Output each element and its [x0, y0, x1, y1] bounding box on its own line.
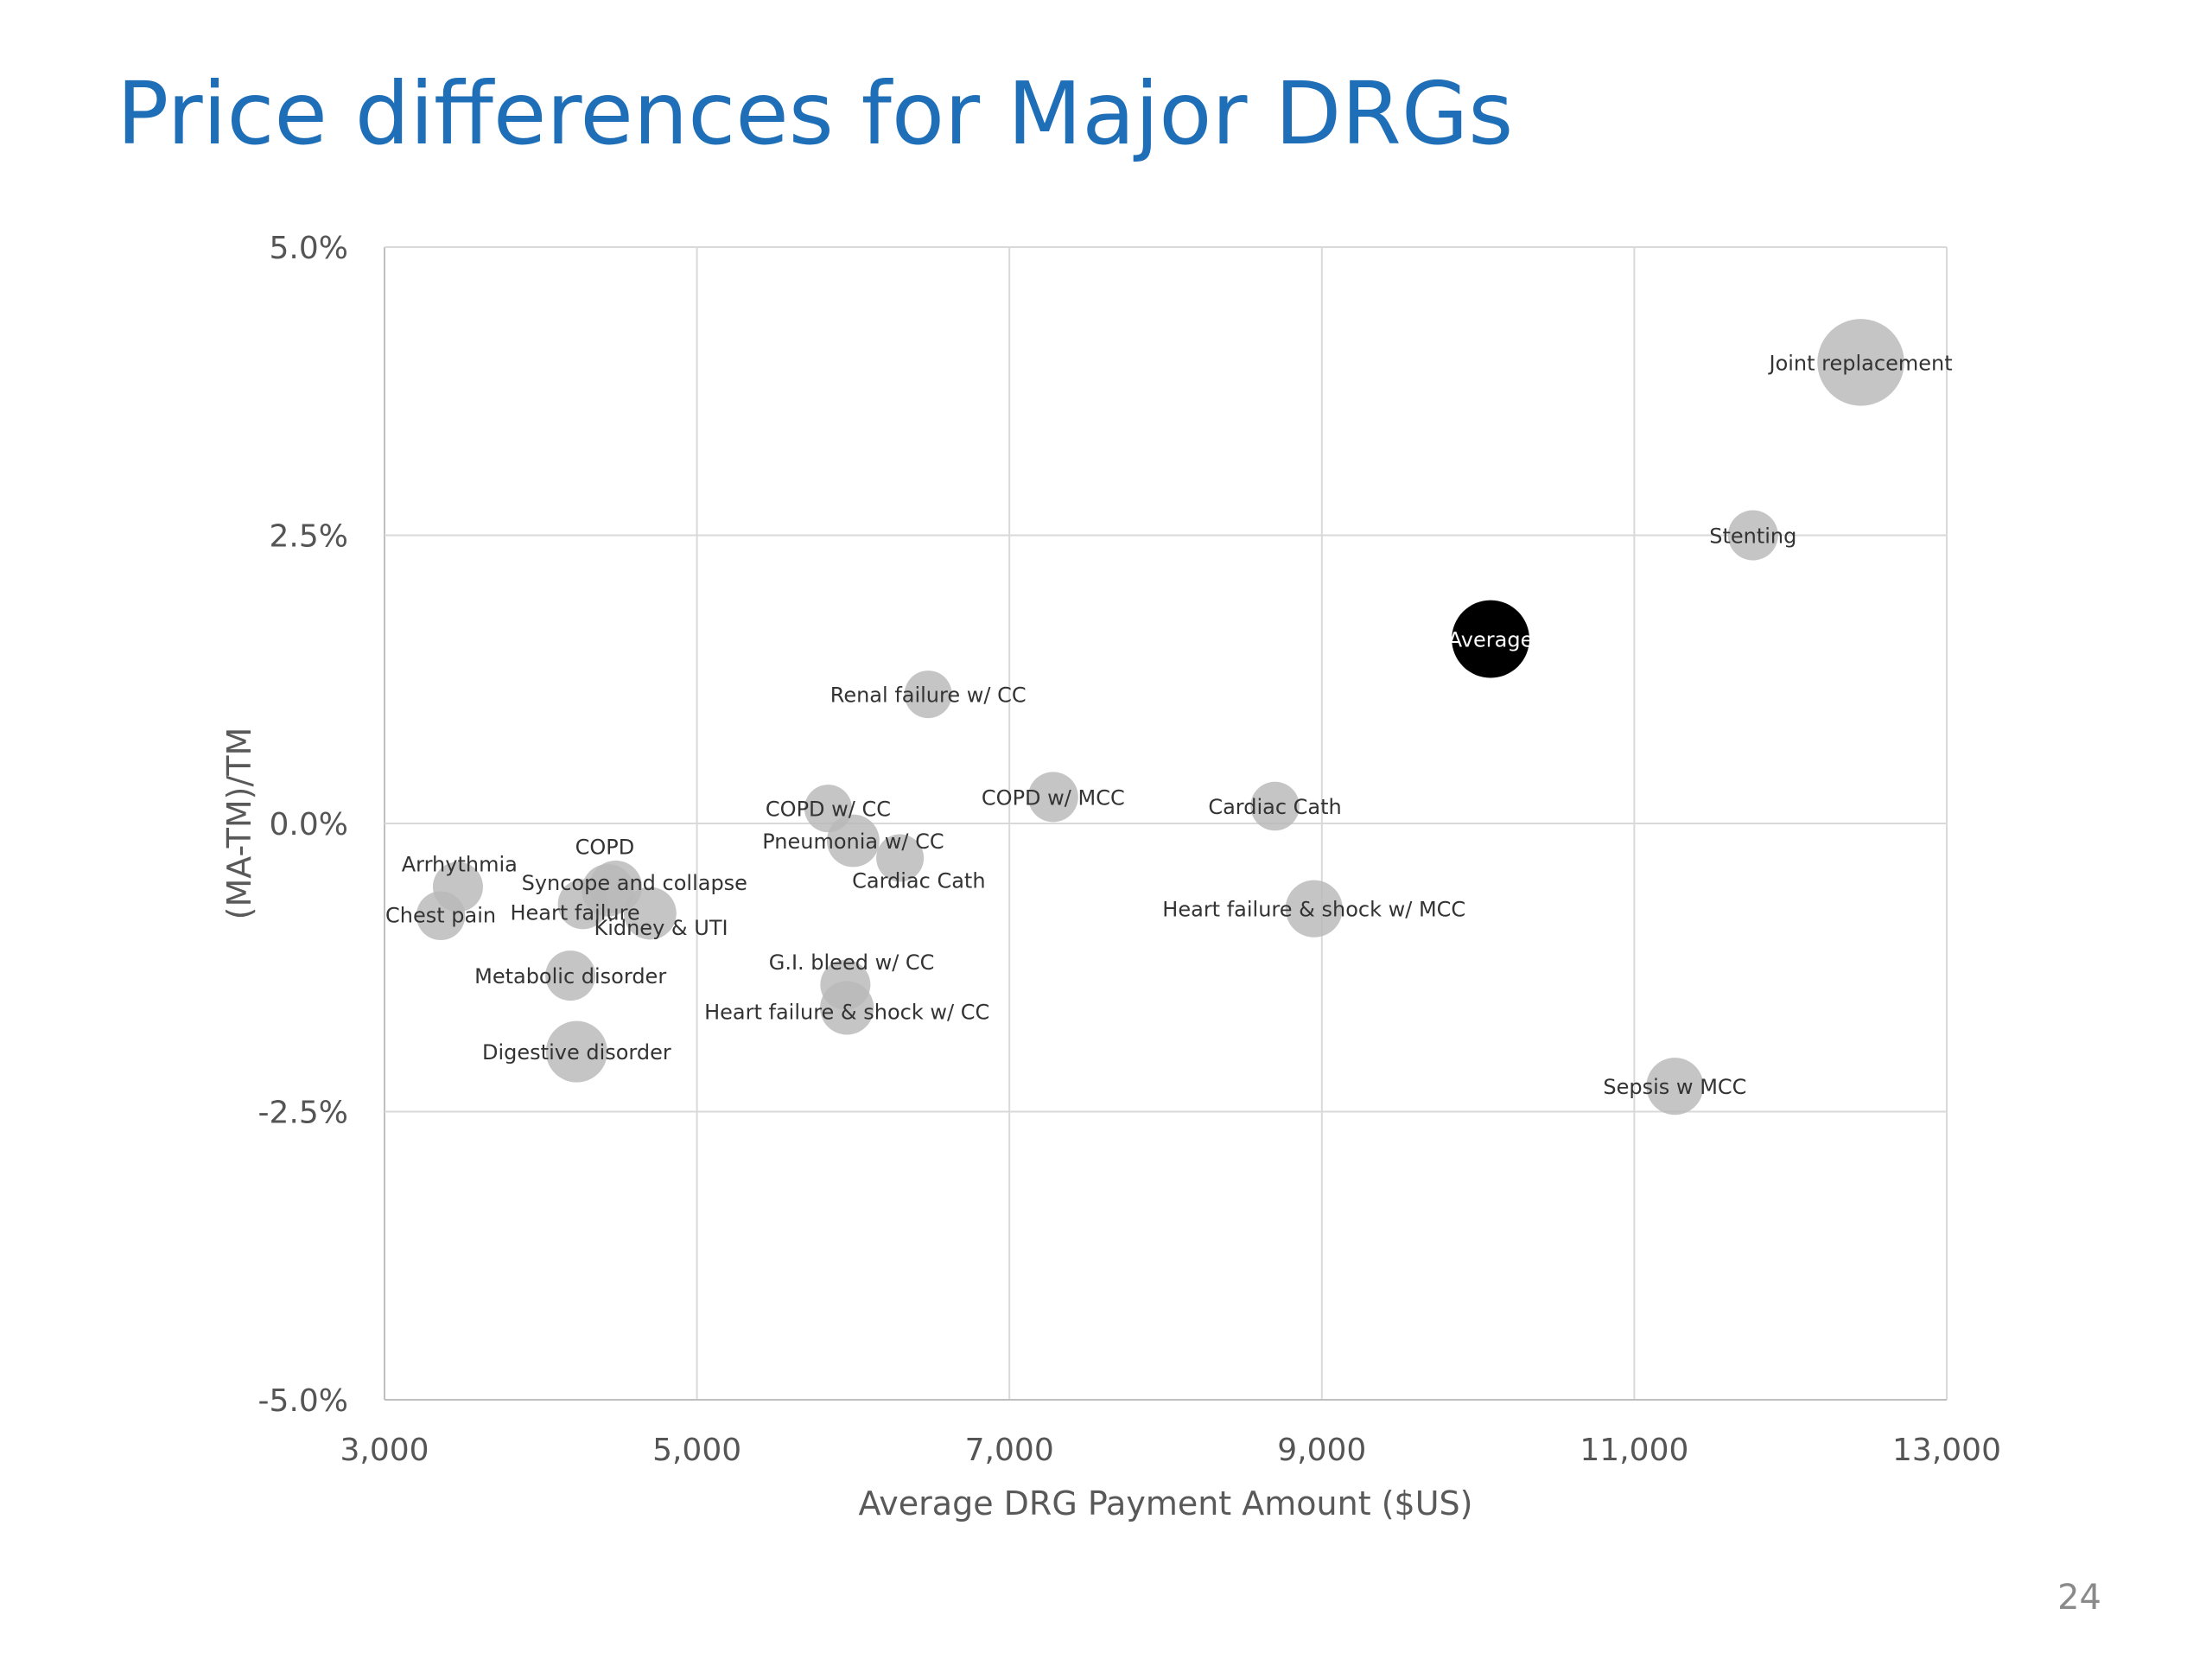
y-axis-ticks: 5.0% 2.5% 0.0% -2.5% -5.0% — [258, 231, 348, 1419]
bubble-label: COPD w/ MCC — [982, 785, 1125, 810]
bubble-label: Pneumonia w/ CC — [762, 830, 944, 854]
x-tick-label: 13,000 — [1892, 1433, 2001, 1468]
bubble — [545, 1020, 607, 1083]
bubble — [1727, 510, 1778, 561]
bubble-label: Average — [1448, 628, 1534, 652]
bubble — [1027, 772, 1078, 823]
bubble — [876, 834, 925, 882]
x-tick-label: 3,000 — [340, 1433, 429, 1468]
bubble — [545, 950, 596, 1001]
x-tick-label: 5,000 — [652, 1433, 741, 1468]
bubble-label: COPD w/ CC — [766, 798, 891, 822]
bubble — [623, 887, 677, 940]
bubble-labels: Joint replacement Stenting Average Renal fa… — [385, 351, 1953, 1099]
bubble-label: G.I. bleed w/ CC — [769, 950, 935, 975]
x-axis-title: Average DRG Payment Amount ($US) — [859, 1484, 1473, 1522]
bubble — [1817, 319, 1904, 406]
bubble-label: Kidney & UTI — [594, 916, 728, 940]
grid-lines — [384, 246, 1948, 1401]
bubble-label: Cardiac Cath — [852, 868, 985, 893]
page-number: 24 — [2057, 1578, 2101, 1618]
bubble — [1646, 1058, 1704, 1116]
x-tick-label: 7,000 — [965, 1433, 1054, 1468]
x-tick-label: 9,000 — [1277, 1433, 1366, 1468]
bubble — [904, 671, 952, 719]
y-tick-label: 2.5% — [270, 519, 348, 555]
average-bubble — [1452, 600, 1529, 678]
page-title: Price differences for Major DRGs — [117, 63, 1514, 164]
bubble-label: COPD — [575, 836, 635, 860]
bubble — [1285, 880, 1343, 938]
bubble-label: Digestive disorder — [482, 1040, 671, 1065]
bubble-label: Arrhythmia — [402, 853, 518, 877]
y-axis-title: (MA-TM)/TM — [220, 728, 258, 920]
bubble-label: Chest pain — [385, 903, 496, 927]
y-tick-label: 0.0% — [270, 807, 348, 842]
bubble — [416, 891, 466, 940]
bubble-series — [416, 319, 1904, 1116]
bubble-label: Joint replacement — [1767, 351, 1952, 375]
bubble-label: Heart failure — [510, 901, 639, 925]
bubble-label: Syncope and collapse — [522, 871, 747, 895]
bubble — [1250, 781, 1300, 831]
bubble-label: Stenting — [1709, 524, 1796, 549]
x-tick-label: 11,000 — [1580, 1433, 1688, 1468]
bubble — [820, 981, 874, 1035]
bubble — [557, 879, 608, 930]
bubble-label: Cardiac Cath — [1208, 795, 1341, 819]
y-tick-label: -5.0% — [258, 1383, 348, 1419]
bubble-label: Renal failure w/ CC — [830, 683, 1027, 708]
bubble-label: Heart failure & shock w/ CC — [704, 1000, 989, 1024]
bubble-label: Sepsis w MCC — [1603, 1075, 1746, 1099]
bubble-label: Metabolic disorder — [474, 964, 666, 988]
bubble-label: Heart failure & shock w/ MCC — [1162, 898, 1465, 922]
y-tick-label: -2.5% — [258, 1096, 348, 1131]
bubble — [826, 814, 880, 868]
x-axis-ticks: 3,000 5,000 7,000 9,000 11,000 13,000 — [340, 1433, 2001, 1468]
y-tick-label: 5.0% — [270, 231, 348, 266]
